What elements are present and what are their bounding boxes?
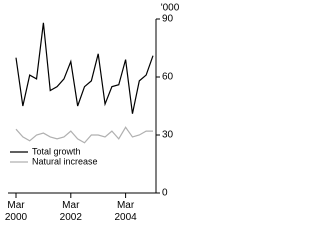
legend-label: Natural increase <box>32 156 98 166</box>
y-tick-label: 90 <box>162 14 174 25</box>
x-tick-label: Mar 2004 <box>114 200 137 223</box>
y-tick-label: 60 <box>162 72 174 83</box>
chart: '000 0 30 60 90 Total growth Natural increase… <box>4 3 180 223</box>
y-tick-label: 0 <box>162 188 168 199</box>
series-line <box>15 126 153 144</box>
x-tick-label: Mar 2000 <box>4 200 28 223</box>
y-tick-label: 30 <box>162 130 174 141</box>
x-tick-label: Mar 2002 <box>59 200 82 223</box>
series-line <box>15 22 154 114</box>
y-axis-label: '000 <box>161 3 180 14</box>
legend-label: Total growth <box>32 146 81 156</box>
